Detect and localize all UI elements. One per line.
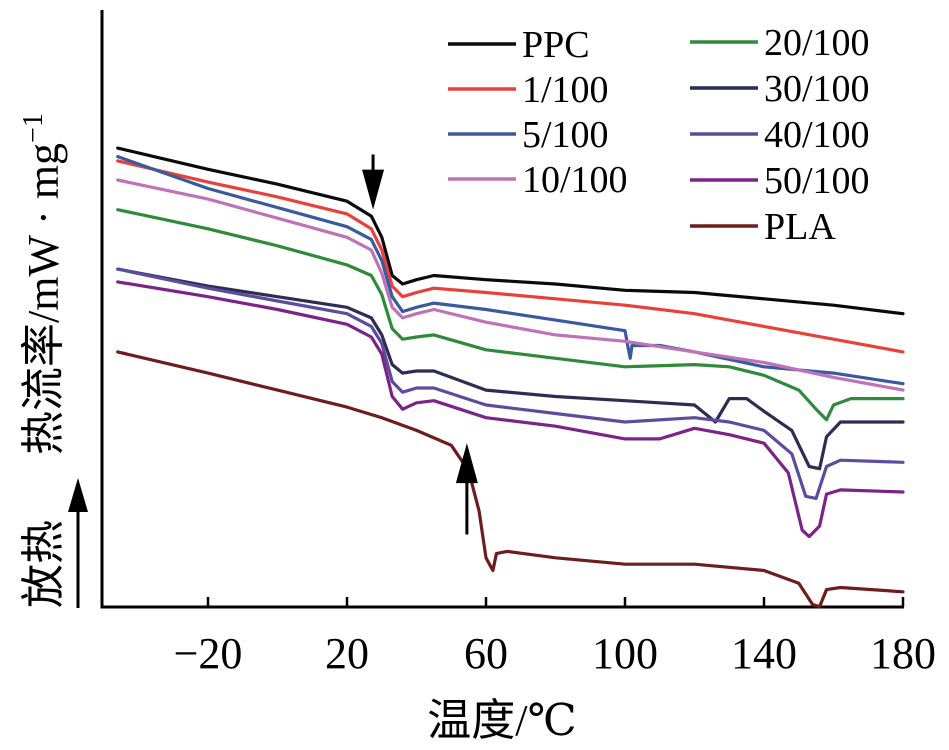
exo-label: 放热 [19, 520, 68, 608]
axes: −20 20 60 100 140 180 [100, 10, 936, 678]
legend-item-5-100: 5/100 [448, 114, 609, 156]
series-line-40-100 [116, 267, 905, 500]
legend-label: PLA [764, 206, 836, 248]
y-axis-title: 热流率/mW · mg−1 [18, 113, 68, 455]
legend-item-20-100: 20/100 [690, 22, 870, 64]
y-axis-title-main: 热流率/mW · mg [19, 143, 68, 455]
series-line-20-100 [116, 208, 905, 422]
legend-label: 40/100 [764, 114, 870, 156]
legend-label: PPC [522, 24, 590, 66]
series-line-PLA [116, 350, 905, 609]
annotation-layer [362, 154, 478, 535]
legend-item-PLA: PLA [690, 206, 836, 248]
legend-label: 30/100 [764, 68, 870, 110]
legend-item-10-100: 10/100 [448, 159, 628, 201]
series-line-30-100 [116, 267, 905, 471]
series-line-1-100 [116, 159, 905, 354]
x-tick-label: 60 [464, 629, 508, 678]
legend-item-40-100: 40/100 [690, 114, 870, 156]
series-line-10-100 [116, 178, 905, 392]
series-line-PPC [116, 146, 905, 316]
series-line-50-100 [116, 280, 905, 539]
legend-item-50-100: 50/100 [690, 160, 870, 202]
transition-arrow-up [455, 443, 478, 535]
x-tick-label: 100 [592, 629, 658, 678]
x-tick-label: 20 [325, 629, 369, 678]
x-tick-label: 140 [731, 629, 797, 678]
legend-label: 10/100 [522, 159, 628, 201]
legend-label: 5/100 [522, 114, 609, 156]
legend-item-1-100: 1/100 [448, 69, 609, 111]
legend-item-PPC: PPC [448, 24, 590, 66]
series-layer [116, 146, 905, 609]
legend-label: 1/100 [522, 69, 609, 111]
exo-arrow [68, 478, 88, 608]
legend-label: 50/100 [764, 160, 870, 202]
x-tick-label: −20 [174, 629, 243, 678]
legend-label: 20/100 [764, 22, 870, 64]
x-tick-label: 180 [870, 629, 936, 678]
legend-item-30-100: 30/100 [690, 68, 870, 110]
x-axis-title: 温度/℃ [427, 696, 576, 745]
y-axis-title-sup: −1 [18, 113, 49, 143]
transition-arrow-down [362, 154, 385, 210]
